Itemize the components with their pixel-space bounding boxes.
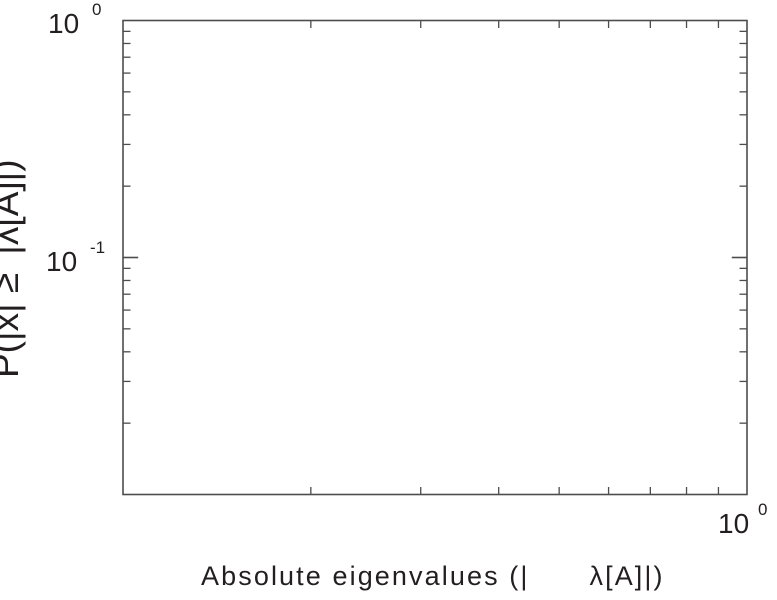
svg-text:10: 10 [46, 246, 77, 277]
svg-text:10: 10 [48, 8, 79, 39]
svg-text:P(|x| ≥|λ[A]|): P(|x| ≥|λ[A]|) [0, 159, 26, 378]
svg-text:-1: -1 [90, 238, 105, 257]
svg-text:0: 0 [92, 0, 101, 19]
svg-text:Absolute eigenvalues (|λ[A]|): Absolute eigenvalues (| λ[A]|) [201, 561, 665, 591]
svg-text:10: 10 [718, 508, 749, 539]
svg-text:0: 0 [758, 500, 767, 519]
